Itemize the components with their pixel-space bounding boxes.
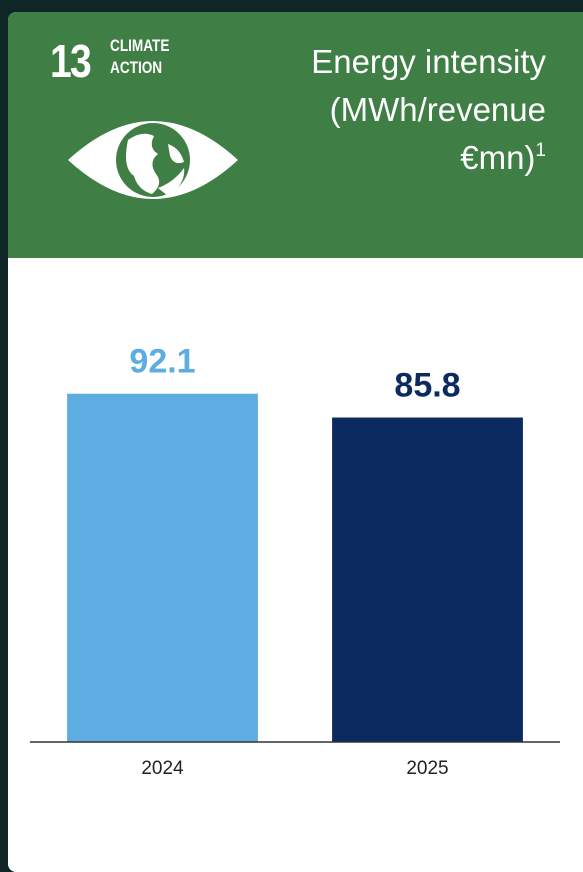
goal-label: ACTION	[110, 58, 163, 77]
bar	[332, 417, 523, 742]
eye-icon	[68, 121, 238, 199]
value-label: 92.1	[129, 343, 195, 381]
goal-label: CLIMATE	[110, 36, 170, 55]
value-label: 85.8	[394, 367, 460, 405]
header: 13 CLIMATE ACTION Energy intensity (MWh/…	[8, 12, 583, 258]
bar	[67, 393, 258, 742]
x-tick-label: 2024	[141, 758, 184, 779]
chart-title: Energy intensity (MWh/revenue €mn)1	[311, 43, 546, 176]
goal-number: 13	[50, 35, 92, 87]
x-tick-label: 2025	[406, 758, 448, 779]
